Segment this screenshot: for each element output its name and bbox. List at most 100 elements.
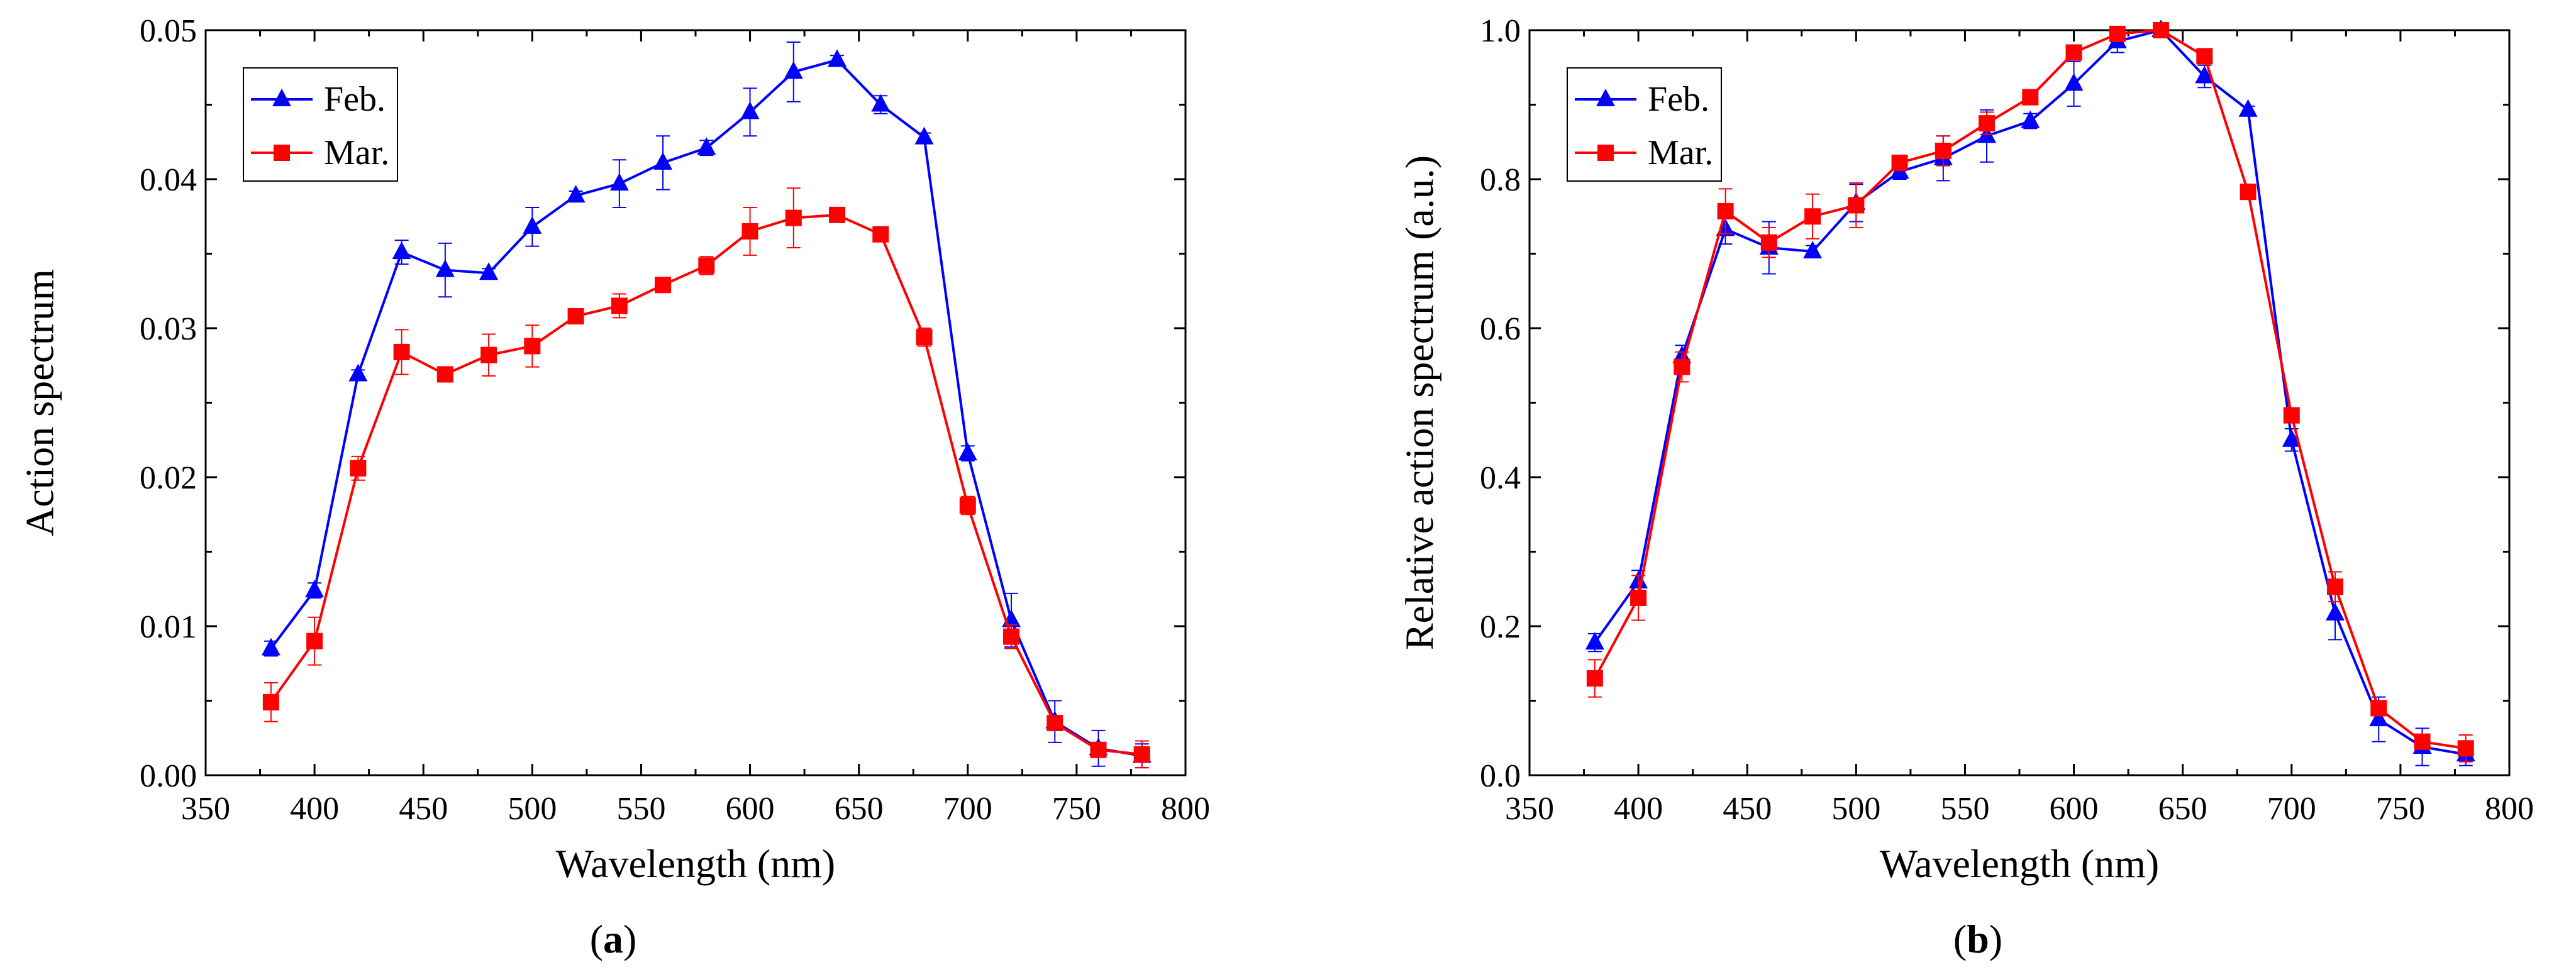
data-point xyxy=(1046,715,1063,732)
x-tick-label: 500 xyxy=(1831,791,1880,827)
panel-label-close: ) xyxy=(1989,917,2002,961)
legend-marker xyxy=(1596,89,1615,106)
series-mar xyxy=(1586,22,2474,763)
data-point xyxy=(524,338,541,355)
legend-marker xyxy=(272,89,291,106)
data-point xyxy=(262,693,279,710)
legend-label: Feb. xyxy=(1648,80,1709,119)
x-tick-label: 450 xyxy=(1723,791,1772,827)
data-point xyxy=(958,443,977,461)
y-tick-label: 0.02 xyxy=(140,460,197,496)
data-point xyxy=(872,226,889,243)
x-axis-label: Wavelength (nm) xyxy=(1880,841,2159,886)
y-tick-label: 0.6 xyxy=(1480,311,1521,347)
data-point xyxy=(828,49,847,67)
data-point xyxy=(2238,99,2258,117)
data-point xyxy=(785,209,802,226)
data-point xyxy=(392,241,411,260)
data-point xyxy=(698,257,715,274)
data-point xyxy=(653,152,673,170)
panel-label: (b) xyxy=(1953,917,2002,961)
chart-panel-b: 350 400 450 500 550 600 650 700 750 800 0.0 0.2 0.4 0… xyxy=(1397,13,2534,961)
data-point xyxy=(2196,48,2213,65)
y-tick-label: 0.00 xyxy=(140,758,197,794)
data-point xyxy=(959,497,976,514)
data-point xyxy=(1979,115,1996,132)
data-point xyxy=(829,206,846,223)
x-tick-label: 550 xyxy=(1940,791,1989,827)
y-tick-label: 0.0 xyxy=(1480,758,1521,794)
legend-box xyxy=(1567,67,1722,182)
x-tick-label: 400 xyxy=(290,791,339,827)
data-point xyxy=(2240,184,2257,201)
data-point xyxy=(2327,578,2344,595)
data-point xyxy=(1090,741,1107,758)
data-point xyxy=(1585,632,1604,650)
series-line xyxy=(270,58,1143,758)
y-axis-label: Relative action spectrum (a.u.) xyxy=(1397,155,1441,650)
data-point xyxy=(2414,733,2431,750)
data-point xyxy=(1804,208,1821,225)
data-point xyxy=(1003,628,1020,645)
x-tick-label: 550 xyxy=(616,791,665,827)
data-point xyxy=(871,94,891,112)
data-point xyxy=(1760,234,1777,251)
y-tick-label: 0.2 xyxy=(1480,609,1521,645)
series-line xyxy=(1594,28,2467,750)
x-tick-label: 750 xyxy=(1052,791,1101,827)
panel-label-close: ) xyxy=(623,917,636,961)
series-mar xyxy=(262,187,1150,769)
y-tick-label: 0.8 xyxy=(1480,162,1521,198)
y-tick-label: 1.0 xyxy=(1480,13,1521,49)
y-tick-label: 0.01 xyxy=(140,609,197,645)
x-axis-label: Wavelength (nm) xyxy=(556,841,835,886)
data-point xyxy=(1133,746,1150,763)
panel-label: (a) xyxy=(590,917,637,961)
data-point xyxy=(2195,65,2214,84)
x-tick-label: 450 xyxy=(399,791,448,827)
data-point xyxy=(2369,709,2389,727)
data-point xyxy=(436,366,453,383)
y-tick-label: 0.05 xyxy=(140,13,197,49)
data-point xyxy=(261,638,280,656)
data-point xyxy=(741,223,758,240)
panel-label-letter: a xyxy=(603,917,623,961)
data-point xyxy=(2064,73,2084,91)
legend-marker xyxy=(1597,145,1614,161)
x-tick-label: 350 xyxy=(181,791,230,827)
data-point xyxy=(480,346,497,363)
data-point xyxy=(1891,154,1908,171)
data-point xyxy=(523,216,542,234)
x-tick-label: 350 xyxy=(1505,791,1554,827)
data-point xyxy=(2326,602,2345,621)
y-axis-label: Action spectrum xyxy=(17,269,62,536)
data-point xyxy=(435,259,455,277)
data-point xyxy=(350,460,367,477)
y-tick-label: 0.04 xyxy=(140,162,197,198)
data-point xyxy=(567,308,584,325)
data-point xyxy=(2109,25,2126,42)
x-tick-label: 800 xyxy=(2485,791,2534,827)
legend-box xyxy=(243,67,398,182)
y-tick-label: 0.03 xyxy=(140,311,197,347)
series-line xyxy=(1594,28,2467,756)
legend: Feb. Mar. xyxy=(1567,67,1722,182)
panel-label-open: ( xyxy=(590,917,603,961)
data-point xyxy=(740,101,760,119)
data-point xyxy=(1803,240,1823,258)
x-tick-label: 400 xyxy=(1614,791,1663,827)
data-point xyxy=(2282,429,2301,447)
data-point xyxy=(305,580,325,598)
data-point xyxy=(1586,670,1603,687)
data-point xyxy=(916,329,933,346)
data-point xyxy=(479,262,499,280)
data-point xyxy=(784,61,803,79)
y-tick-label: 0.4 xyxy=(1480,460,1521,496)
data-point xyxy=(2283,407,2300,424)
data-point xyxy=(2021,110,2040,128)
data-point xyxy=(697,137,716,155)
data-point xyxy=(306,632,323,649)
x-tick-label: 600 xyxy=(726,791,775,827)
data-point xyxy=(566,185,586,203)
